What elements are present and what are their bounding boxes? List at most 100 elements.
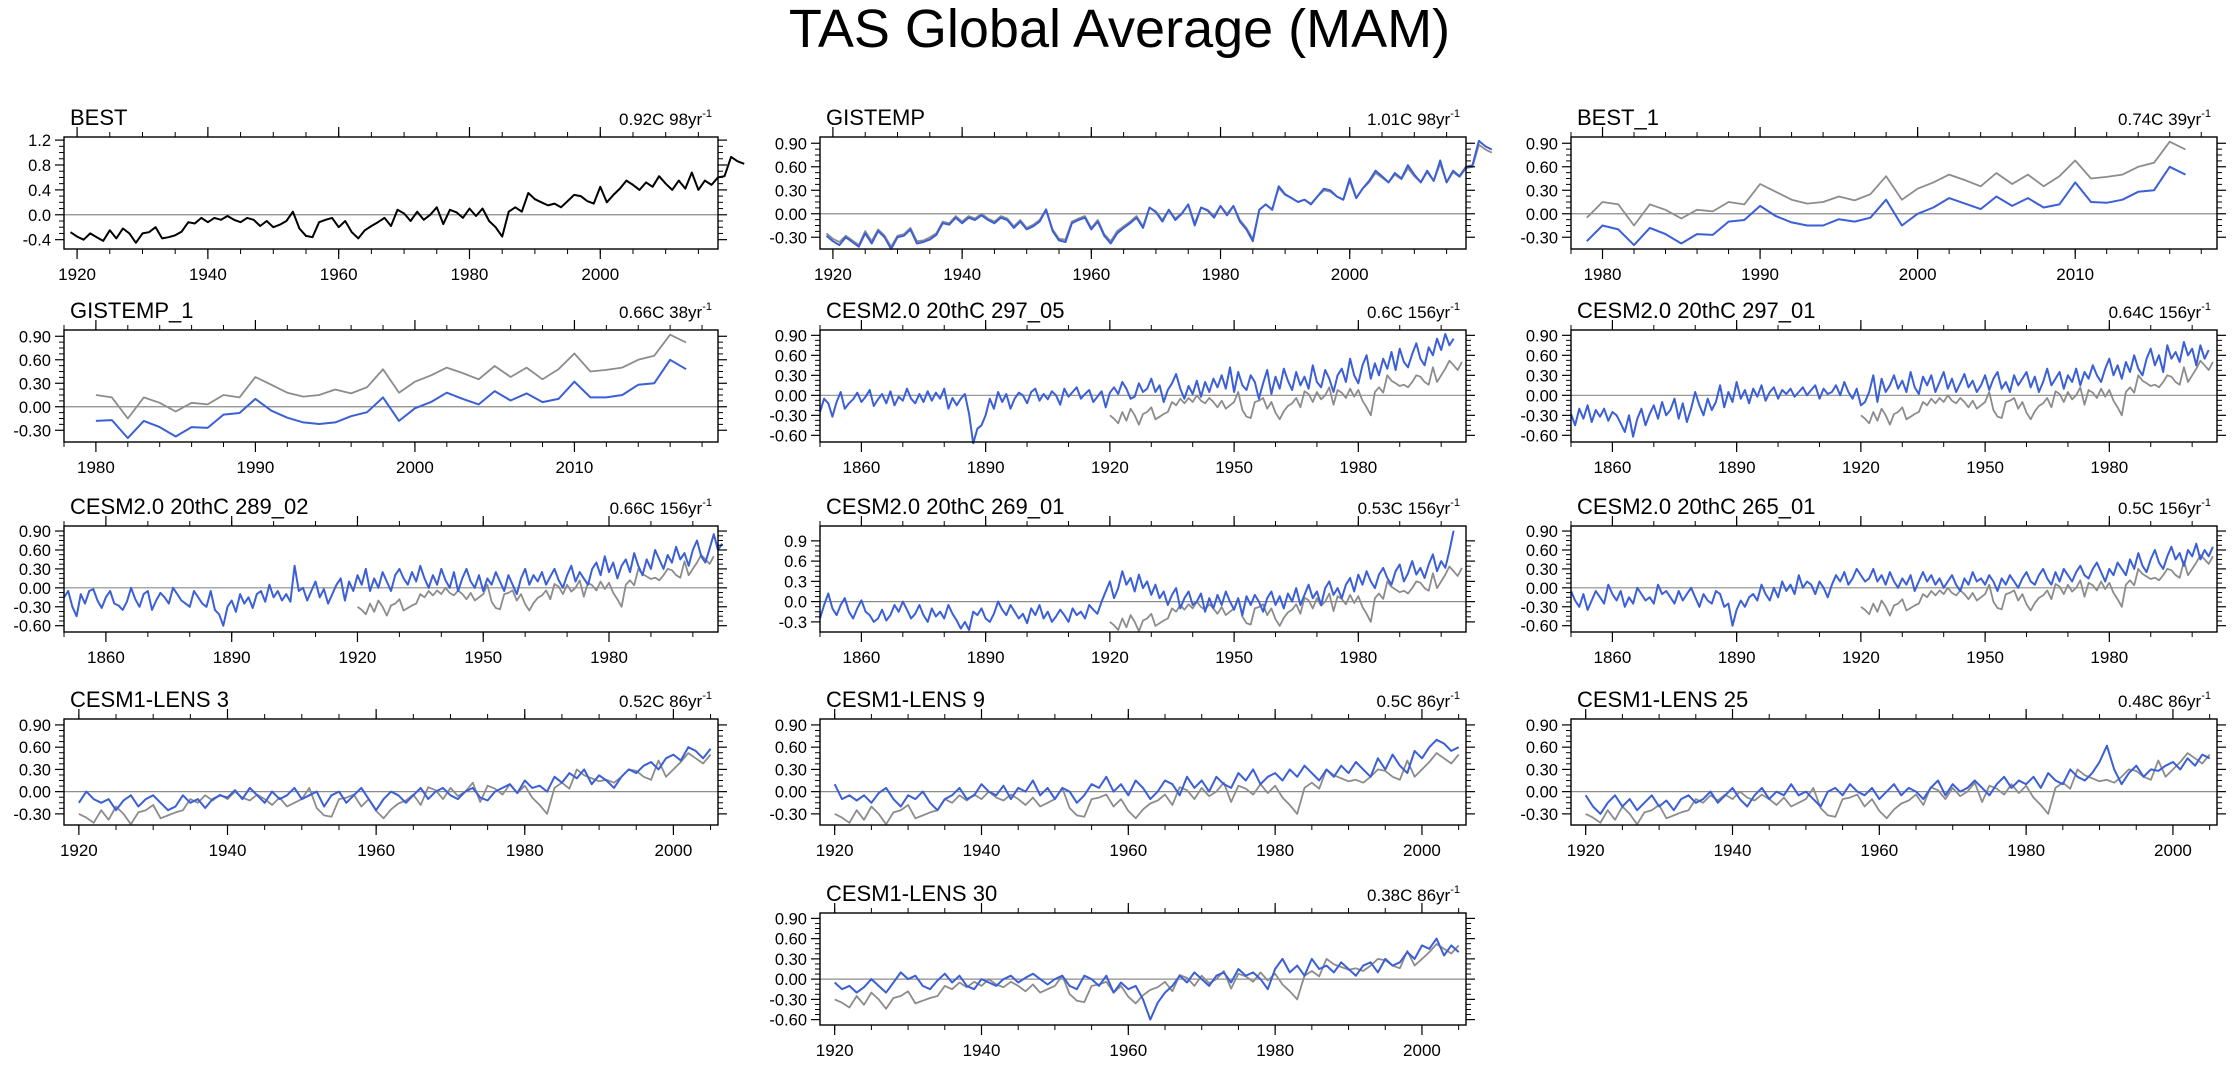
x-tick-label: 1980 [506, 841, 544, 860]
y-tick-label: 0.30 [775, 367, 807, 385]
y-tick-label: 0.0 [28, 207, 51, 225]
x-tick-label: 1920 [816, 1041, 854, 1060]
chart-panel: CESM1-LENS 30 0.38C 86yr-1 1920 1940 1960 198… [769, 881, 1475, 1060]
x-tick-label: 1980 [1339, 458, 1377, 477]
y-tick-label: 0.00 [19, 399, 51, 417]
panel-label: CESM2.0 20thC 289_02 [70, 494, 309, 519]
y-tick-label: 0.4 [28, 182, 51, 200]
series-line-observed [69, 155, 745, 244]
x-tick-label: 1890 [1718, 648, 1756, 667]
chart-panel: CESM2.0 20thC 297_01 0.64C 156yr-1 1860 189… [1520, 298, 2226, 477]
x-tick-label: 1940 [963, 841, 1001, 860]
series-line-model [1586, 165, 2186, 247]
y-tick-label: 0.00 [1526, 784, 1558, 802]
plot-frame [63, 329, 719, 443]
y-tick-label: 0.60 [775, 931, 807, 949]
y-tick-label: 0.60 [1526, 739, 1558, 757]
y-tick-label: -0.30 [769, 991, 807, 1009]
panel-label: CESM1-LENS 9 [826, 687, 985, 712]
trend-annotation: 1.01C 98yr-1 [1367, 108, 1460, 129]
x-tick-label: 1950 [1966, 458, 2004, 477]
y-tick-label: 0.60 [775, 159, 807, 177]
x-tick-label: 1980 [590, 648, 628, 667]
y-tick-label: 0.60 [1526, 347, 1558, 365]
series-line-model [833, 738, 1460, 812]
y-tick-label: 0.90 [1526, 327, 1558, 345]
series-line-reference [1860, 554, 2214, 617]
x-tick-label: 1960 [1109, 1041, 1147, 1060]
y-tick-label: 0.90 [19, 717, 51, 735]
y-tick-label: 0.00 [1526, 387, 1558, 405]
x-tick-label: 2000 [1331, 265, 1369, 284]
y-tick-label: 0.00 [775, 784, 807, 802]
y-tick-label: -0.30 [769, 806, 807, 824]
y-tick-label: 0.60 [1526, 159, 1558, 177]
y-tick-label: 0.90 [19, 523, 51, 541]
x-tick-label: 1920 [814, 265, 852, 284]
y-tick-label: -0.30 [769, 229, 807, 247]
x-tick-label: 2000 [1403, 841, 1441, 860]
y-tick-label: 0.9 [784, 533, 807, 551]
series-line-reference [834, 943, 1460, 1010]
x-tick-label: 1950 [1215, 458, 1253, 477]
y-tick-label: 0.30 [775, 761, 807, 779]
plot-frame [63, 136, 719, 250]
panel-label: GISTEMP [826, 105, 925, 130]
x-tick-label: 2010 [2056, 265, 2094, 284]
panel-label: CESM2.0 20thC 297_01 [1577, 298, 1816, 323]
series-line-model [1570, 341, 2210, 438]
plot-frame [1570, 136, 2218, 250]
x-tick-label: 1920 [1567, 841, 1605, 860]
chart-panel: CESM1-LENS 25 0.48C 86yr-1 1920 1940 1960 198… [1520, 687, 2226, 860]
x-tick-label: 1860 [1593, 458, 1631, 477]
y-tick-label: 0.8 [28, 157, 51, 175]
x-tick-label: 1920 [339, 648, 377, 667]
series-line-reference [825, 143, 1493, 248]
x-tick-label: 1990 [237, 458, 275, 477]
x-tick-label: 1940 [943, 265, 981, 284]
y-tick-label: 0.90 [775, 910, 807, 928]
chart-panel: CESM2.0 20thC 297_05 0.6C 156yr-1 1860 1890… [769, 298, 1475, 477]
series-line-model [819, 333, 1455, 445]
y-tick-label: -0.60 [769, 1012, 807, 1030]
x-tick-label: 1960 [1860, 841, 1898, 860]
y-tick-label: 0.30 [1526, 367, 1558, 385]
x-tick-label: 1890 [967, 458, 1005, 477]
x-tick-label: 1960 [357, 841, 395, 860]
plot-frame [63, 525, 719, 633]
series-line-model [1584, 744, 2211, 815]
chart-panel: CESM2.0 20thC 269_01 0.53C 156yr-1 1860 189… [779, 494, 1475, 667]
x-tick-label: 1920 [1091, 458, 1129, 477]
y-tick-label: 0.00 [775, 206, 807, 224]
y-tick-label: -0.60 [1520, 427, 1558, 445]
series-line-reference [1109, 565, 1463, 633]
x-tick-label: 1980 [77, 458, 115, 477]
x-tick-label: 1980 [1202, 265, 1240, 284]
series-line-reference [78, 752, 712, 826]
x-tick-label: 1980 [1256, 841, 1294, 860]
trend-annotation: 0.6C 156yr-1 [1367, 301, 1460, 322]
y-tick-label: 0.90 [19, 328, 51, 346]
y-tick-label: 0.00 [775, 387, 807, 405]
y-tick-label: -0.30 [1520, 599, 1558, 617]
trend-annotation: 0.5C 86yr-1 [1377, 690, 1460, 711]
panel-label: CESM1-LENS 3 [70, 687, 229, 712]
x-tick-label: 1950 [464, 648, 502, 667]
trend-annotation: 0.92C 98yr-1 [619, 108, 712, 129]
panel-label: BEST_1 [1577, 105, 1659, 130]
y-tick-label: 0.90 [1526, 523, 1558, 541]
x-tick-label: 1920 [60, 841, 98, 860]
chart-panel: BEST 0.92C 98yr-1 1920 1940 1960 1980 2000 -0.4… [23, 105, 745, 284]
chart-panel: GISTEMP 1.01C 98yr-1 1920 1940 1960 1980 2000 -… [769, 105, 1493, 284]
panel-label: GISTEMP_1 [70, 298, 193, 323]
y-tick-label: 0.00 [1526, 580, 1558, 598]
series-line-reference [95, 333, 687, 420]
y-tick-label: 0.30 [19, 761, 51, 779]
y-tick-label: 0.00 [19, 784, 51, 802]
series-line-reference [1586, 140, 2186, 227]
y-tick-label: 0.30 [1526, 561, 1558, 579]
y-tick-label: 0.60 [775, 739, 807, 757]
trend-annotation: 0.66C 38yr-1 [619, 301, 712, 322]
page-title: TAS Global Average (MAM) [788, 0, 1451, 59]
